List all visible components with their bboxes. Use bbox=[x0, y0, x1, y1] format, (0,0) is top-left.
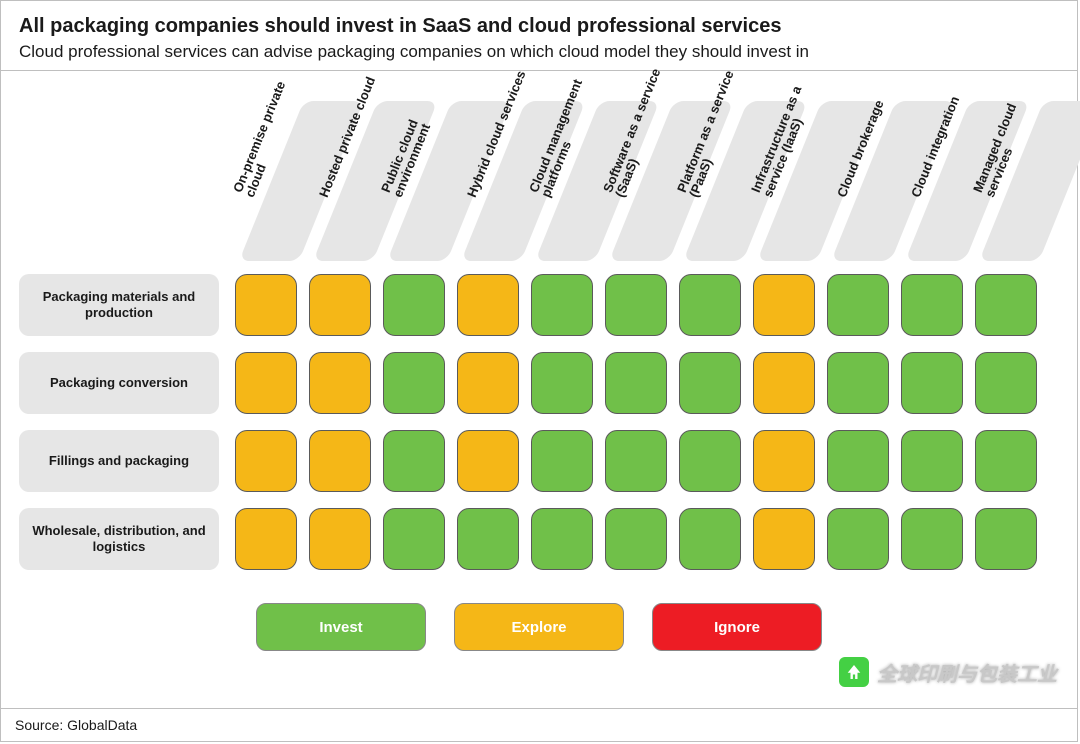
column-header: Platform as a service(PaaS) bbox=[679, 81, 753, 261]
matrix-cell bbox=[309, 352, 371, 414]
matrix-cell bbox=[827, 430, 889, 492]
matrix-cell bbox=[679, 508, 741, 570]
matrix-cell bbox=[457, 430, 519, 492]
matrix-cell bbox=[605, 274, 667, 336]
matrix-cell bbox=[605, 352, 667, 414]
matrix-cell bbox=[309, 430, 371, 492]
matrix-cell bbox=[235, 352, 297, 414]
matrix-cell bbox=[901, 352, 963, 414]
matrix-cell bbox=[457, 352, 519, 414]
matrix-cell bbox=[235, 508, 297, 570]
watermark-icon bbox=[839, 657, 869, 687]
matrix-cell bbox=[975, 274, 1037, 336]
matrix-cell bbox=[753, 352, 815, 414]
watermark-text: 全球印刷与包装工业 bbox=[877, 658, 1057, 687]
matrix-cell bbox=[531, 430, 593, 492]
matrix-cell bbox=[383, 274, 445, 336]
column-header: Cloud integration bbox=[901, 81, 975, 261]
matrix-cell bbox=[605, 430, 667, 492]
matrix-cell bbox=[827, 352, 889, 414]
column-header: Hosted private cloud bbox=[309, 81, 383, 261]
watermark: 全球印刷与包装工业 bbox=[839, 657, 1057, 687]
matrix-cell bbox=[975, 430, 1037, 492]
chart-body: On-premise privatecloudHosted private cl… bbox=[1, 71, 1077, 631]
matrix-cell bbox=[753, 274, 815, 336]
matrix-cell bbox=[235, 274, 297, 336]
matrix-cell bbox=[901, 274, 963, 336]
matrix-cell bbox=[309, 508, 371, 570]
matrix-row: Wholesale, distribution, and logistics bbox=[19, 500, 1059, 578]
matrix-cell bbox=[605, 508, 667, 570]
legend-item: Invest bbox=[256, 603, 426, 651]
matrix-cell bbox=[235, 430, 297, 492]
column-headers: On-premise privatecloudHosted private cl… bbox=[235, 81, 1049, 261]
source-attribution: Source: GlobalData bbox=[1, 708, 1077, 741]
column-header: Cloud brokerage bbox=[827, 81, 901, 261]
matrix-cell bbox=[753, 430, 815, 492]
chart-header: All packaging companies should invest in… bbox=[1, 1, 1077, 71]
legend: Invest Explore Ignore bbox=[1, 603, 1077, 651]
matrix-cell bbox=[827, 274, 889, 336]
column-header: Managed cloudservices bbox=[975, 81, 1049, 261]
matrix-row: Packaging conversion bbox=[19, 344, 1059, 422]
matrix-cell bbox=[975, 352, 1037, 414]
row-label: Packaging materials and production bbox=[19, 274, 219, 336]
matrix-cell bbox=[531, 274, 593, 336]
matrix-cell bbox=[383, 430, 445, 492]
matrix-cell bbox=[901, 508, 963, 570]
matrix-cell bbox=[679, 274, 741, 336]
column-header: On-premise privatecloud bbox=[235, 81, 309, 261]
matrix-cell bbox=[383, 508, 445, 570]
matrix-cell bbox=[531, 508, 593, 570]
column-header: Hybrid cloud services bbox=[457, 81, 531, 261]
row-label: Wholesale, distribution, and logistics bbox=[19, 508, 219, 570]
matrix-cell bbox=[457, 274, 519, 336]
row-label: Packaging conversion bbox=[19, 352, 219, 414]
matrix-rows: Packaging materials and production Packag… bbox=[19, 266, 1059, 578]
matrix-cell bbox=[531, 352, 593, 414]
matrix-cell bbox=[975, 508, 1037, 570]
matrix-cell bbox=[383, 352, 445, 414]
column-header: Cloud managementplatforms bbox=[531, 81, 605, 261]
matrix-row: Fillings and packaging bbox=[19, 422, 1059, 500]
matrix-cell bbox=[901, 430, 963, 492]
matrix-cell bbox=[679, 352, 741, 414]
matrix-cell bbox=[457, 508, 519, 570]
legend-item: Ignore bbox=[652, 603, 822, 651]
legend-item: Explore bbox=[454, 603, 624, 651]
matrix-cell bbox=[753, 508, 815, 570]
matrix-cell bbox=[309, 274, 371, 336]
column-header: Infrastructure as aservice (IaaS) bbox=[753, 81, 827, 261]
row-label: Fillings and packaging bbox=[19, 430, 219, 492]
matrix-cell bbox=[827, 508, 889, 570]
chart-frame: All packaging companies should invest in… bbox=[0, 0, 1078, 742]
matrix-cell bbox=[679, 430, 741, 492]
column-header: Software as a service(SaaS) bbox=[605, 81, 679, 261]
chart-title: All packaging companies should invest in… bbox=[19, 15, 1059, 38]
column-header: Public cloudenvironment bbox=[383, 81, 457, 261]
matrix-row: Packaging materials and production bbox=[19, 266, 1059, 344]
